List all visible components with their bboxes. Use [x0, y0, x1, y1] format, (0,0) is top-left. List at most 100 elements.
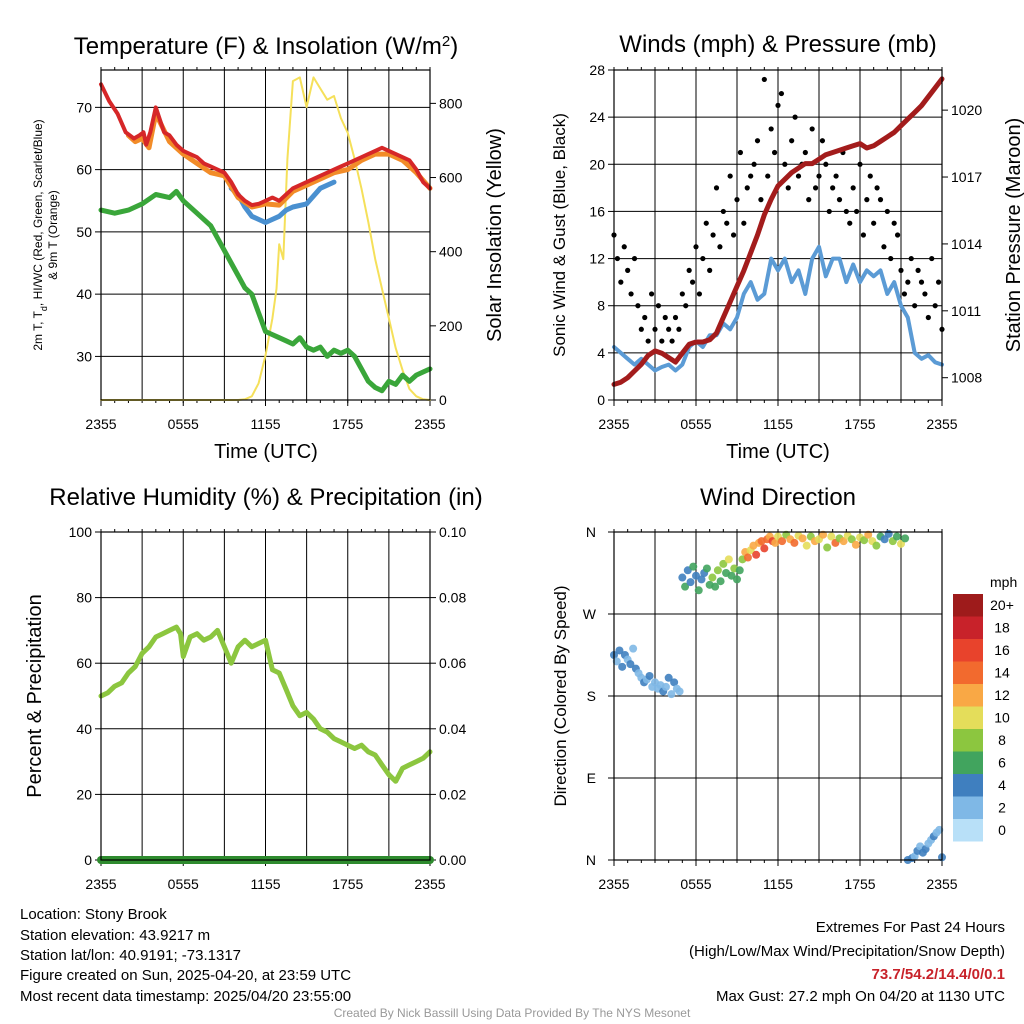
gust-point — [888, 255, 894, 262]
y2-tick-label: 1014 — [951, 236, 982, 252]
gust-point — [929, 255, 935, 262]
direction-point — [664, 673, 673, 682]
y-tick-label: 4 — [597, 345, 605, 361]
y-axis-label: 2m T, Td, HI/WC (Red, Green, Scarlet/Blu… — [31, 119, 49, 350]
footer-created: Figure created on Sun, 2025-04-20, at 23… — [20, 967, 352, 984]
colorbar-label: 2 — [998, 800, 1006, 816]
gust-point — [830, 185, 836, 191]
gust-point — [792, 114, 798, 120]
direction-point — [675, 687, 684, 696]
gust-point — [816, 173, 822, 179]
gust-point — [918, 279, 925, 285]
x-tick-label: 2355 — [85, 416, 116, 432]
colorbar-swatch — [953, 639, 983, 662]
extremes-values: 73.7/54.2/14.4/0/0.1 — [871, 966, 1005, 983]
gust-point — [775, 102, 781, 108]
gust-point — [744, 185, 750, 191]
series-rh — [98, 624, 433, 784]
gust-point — [621, 244, 627, 250]
colorbar-label: 12 — [994, 687, 1010, 703]
gust-point — [850, 185, 856, 191]
y-tick-label: 70 — [76, 99, 92, 115]
gust-point — [625, 267, 631, 273]
direction-point — [661, 682, 670, 691]
footer-recent: Most recent data timestamp: 2025/04/20 2… — [20, 988, 352, 1005]
y-tick-label: 30 — [76, 348, 92, 364]
chart-2: 2355 0555 1155 1755 2355 Winds (mph) & Pressu… — [550, 31, 1024, 463]
y2-tick-label: 0 — [439, 392, 447, 408]
direction-point — [629, 644, 638, 653]
direction-point — [686, 578, 695, 587]
y2-tick-label: 0.00 — [439, 852, 466, 868]
footer-elevation: Station elevation: 43.9217 m — [20, 927, 211, 944]
y-tick-label: 100 — [69, 524, 93, 540]
gust-point — [727, 173, 733, 179]
x-axis-label: Time (UTC) — [214, 441, 318, 463]
gust-point — [826, 208, 832, 215]
gust-point — [891, 220, 897, 226]
x-tick-label: 2355 — [926, 416, 957, 432]
gust-point — [703, 220, 709, 226]
x-tick-label: 1155 — [763, 416, 793, 432]
x-tick-label: 2355 — [926, 876, 957, 892]
gust-point — [922, 291, 928, 297]
y2-tick-label: 800 — [439, 95, 463, 111]
gust-point — [771, 149, 778, 156]
gust-point — [659, 338, 665, 344]
colorbar-label: 20+ — [990, 597, 1014, 613]
direction-point — [802, 541, 811, 550]
direction-point — [713, 566, 722, 575]
y2-tick-label: 0.08 — [439, 590, 466, 606]
x-tick-label: 0555 — [680, 416, 711, 432]
colorbar-swatch — [953, 819, 983, 842]
gust-point — [836, 197, 843, 203]
y-tick-label: 60 — [76, 162, 92, 178]
gust-point — [710, 232, 716, 238]
direction-point — [743, 553, 752, 562]
y-tick-label: 28 — [589, 62, 605, 78]
gust-point — [932, 303, 938, 309]
gust-point — [884, 208, 890, 215]
direction-point — [733, 575, 741, 584]
plot-border — [100, 69, 431, 401]
chart-4: 2355 0555 1155 1755 2355 Wind Direction N E S W N D… — [551, 484, 958, 892]
gust-point — [693, 244, 699, 250]
y-tick-label: 0 — [84, 852, 92, 868]
direction-point — [645, 671, 654, 680]
direction-point — [716, 577, 725, 586]
gust-point — [638, 326, 644, 332]
gust-point — [754, 138, 761, 144]
chart-title: Wind Direction — [700, 484, 856, 511]
y-axis-label: Sonic Wind & Gust (Blue, Black) — [550, 113, 569, 357]
x-tick-label: 1155 — [763, 876, 793, 892]
y2-tick-label: 1008 — [951, 370, 982, 386]
gust-point — [720, 208, 726, 215]
direction-point — [612, 657, 621, 666]
extremes-title: Extremes For Past 24 Hours — [815, 919, 1005, 936]
y-axis-label: Direction (Colored By Speed) — [551, 585, 570, 806]
gust-point — [614, 255, 621, 262]
gust-point — [696, 291, 703, 297]
direction-point — [901, 534, 910, 543]
colorbar-swatch — [953, 751, 983, 774]
direction-point — [864, 530, 873, 539]
direction-point — [667, 690, 676, 699]
colorbar-label: 8 — [998, 732, 1006, 748]
gust-point — [717, 244, 723, 250]
direction-point — [847, 535, 856, 544]
gust-point — [765, 173, 771, 179]
direction-point — [897, 539, 905, 548]
colorbar-unit: mph — [990, 574, 1017, 590]
gust-point — [789, 138, 795, 144]
gust-point — [689, 279, 696, 285]
direction-point — [719, 559, 728, 568]
y-axis-label-line2: & 9m T (Orange) — [46, 190, 60, 280]
x-tick-label: 1155 — [250, 416, 280, 432]
direction-point — [735, 566, 744, 575]
colorbar-swatch — [953, 796, 983, 819]
y-tick-label: E — [587, 770, 596, 786]
chart-title: Temperature (F) & Insolation (W/m2) — [74, 33, 458, 61]
gust-point — [652, 326, 658, 332]
gust-point — [628, 291, 634, 297]
series-wind — [612, 244, 944, 373]
